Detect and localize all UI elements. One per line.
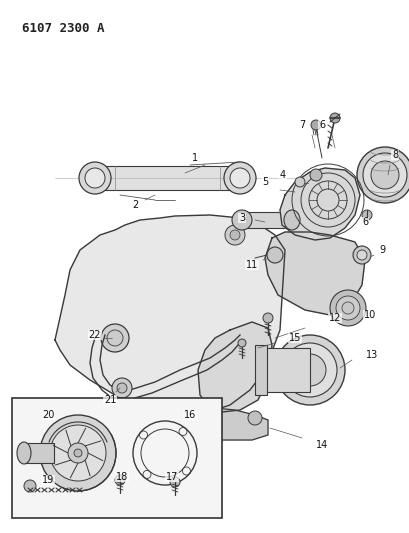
Text: 8: 8 <box>391 150 397 160</box>
Text: 6: 6 <box>361 217 367 227</box>
Circle shape <box>117 383 127 393</box>
Circle shape <box>282 343 336 397</box>
Circle shape <box>231 210 252 230</box>
Circle shape <box>170 477 180 487</box>
Text: 4: 4 <box>279 170 285 180</box>
Text: 10: 10 <box>363 310 375 320</box>
Text: 5: 5 <box>261 177 267 187</box>
Text: 22: 22 <box>88 330 101 340</box>
Circle shape <box>225 225 245 245</box>
Circle shape <box>68 443 88 463</box>
Circle shape <box>79 162 111 194</box>
Circle shape <box>101 324 129 352</box>
Text: 12: 12 <box>328 313 340 323</box>
Bar <box>12 398 221 518</box>
Text: 17: 17 <box>165 472 178 482</box>
Circle shape <box>361 210 371 220</box>
Ellipse shape <box>17 442 31 464</box>
Bar <box>254 345 266 395</box>
Circle shape <box>40 415 116 491</box>
Circle shape <box>329 113 339 123</box>
Circle shape <box>223 162 255 194</box>
Text: 14: 14 <box>315 440 327 450</box>
Text: 7: 7 <box>298 120 304 130</box>
Circle shape <box>188 411 202 425</box>
Polygon shape <box>182 408 267 440</box>
Circle shape <box>352 246 370 264</box>
Circle shape <box>262 313 272 323</box>
Circle shape <box>294 177 304 187</box>
Bar <box>95 166 239 190</box>
Polygon shape <box>55 215 284 415</box>
Text: 9: 9 <box>378 245 384 255</box>
Text: 1: 1 <box>191 153 198 163</box>
Text: 3: 3 <box>238 213 245 223</box>
Circle shape <box>335 296 359 320</box>
Circle shape <box>50 425 106 481</box>
Circle shape <box>74 449 82 457</box>
Text: 2: 2 <box>132 200 138 210</box>
Ellipse shape <box>283 210 299 230</box>
Circle shape <box>229 168 249 188</box>
Polygon shape <box>279 168 359 240</box>
Circle shape <box>370 161 398 189</box>
Circle shape <box>229 230 239 240</box>
Circle shape <box>247 411 261 425</box>
Bar <box>24 443 54 463</box>
Circle shape <box>237 339 245 347</box>
Text: 21: 21 <box>103 395 116 405</box>
Polygon shape <box>198 322 271 412</box>
Polygon shape <box>264 232 364 315</box>
Bar <box>259 348 309 392</box>
Circle shape <box>362 153 406 197</box>
Text: 15: 15 <box>288 333 301 343</box>
Circle shape <box>24 480 36 492</box>
Text: 6: 6 <box>318 120 324 130</box>
Circle shape <box>115 475 125 485</box>
Circle shape <box>309 169 321 181</box>
Circle shape <box>85 168 105 188</box>
Text: 6107 2300 A: 6107 2300 A <box>22 22 104 35</box>
Circle shape <box>310 120 320 130</box>
Circle shape <box>293 354 325 386</box>
Text: 13: 13 <box>365 350 377 360</box>
Circle shape <box>341 302 353 314</box>
Text: 11: 11 <box>245 260 258 270</box>
Circle shape <box>356 147 409 203</box>
Circle shape <box>107 330 123 346</box>
Circle shape <box>274 335 344 405</box>
Circle shape <box>112 378 132 398</box>
Text: 16: 16 <box>183 410 196 420</box>
Circle shape <box>329 290 365 326</box>
Text: 19: 19 <box>42 475 54 485</box>
Text: 18: 18 <box>116 472 128 482</box>
Text: 20: 20 <box>42 410 54 420</box>
Circle shape <box>266 247 282 263</box>
Bar <box>239 212 289 228</box>
Circle shape <box>356 250 366 260</box>
